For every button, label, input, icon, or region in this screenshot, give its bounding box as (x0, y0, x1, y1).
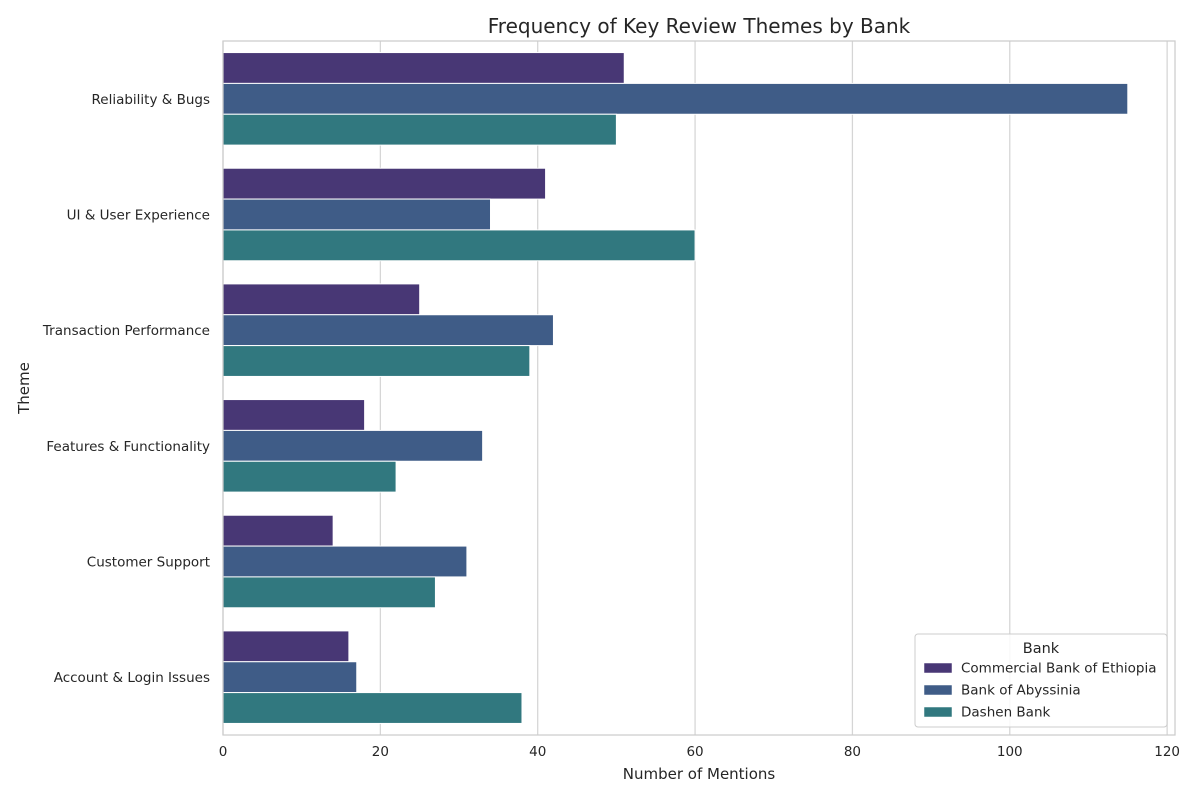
grid-lines (222, 41, 1168, 735)
x-tick-label: 80 (844, 744, 861, 760)
bar (222, 692, 523, 724)
x-tick-label: 100 (997, 744, 1023, 760)
bar (222, 661, 358, 694)
legend-title: Bank (1023, 641, 1060, 657)
bar (222, 399, 366, 431)
bar (222, 345, 531, 377)
x-tick-label: 60 (686, 744, 703, 760)
bar (222, 314, 554, 347)
chart-title: Frequency of Key Review Themes by Bank (488, 14, 911, 38)
bar (222, 229, 696, 262)
bar (222, 82, 1129, 115)
x-tick-label: 120 (1154, 744, 1180, 760)
bar (222, 630, 350, 663)
bars (222, 52, 1129, 724)
bar (222, 460, 397, 493)
bar (222, 576, 436, 609)
bar (222, 514, 334, 547)
legend-swatch (923, 662, 953, 674)
y-tick-labels: Reliability & Bugs UI & User Experience Tr… (42, 92, 210, 686)
legend-items: Commercial Bank of Ethiopia Bank of Abyss… (923, 661, 1157, 721)
y-tick-label: UI & User Experience (67, 208, 210, 224)
x-tick-label: 40 (529, 744, 546, 760)
x-tick-label: 0 (219, 744, 228, 760)
plot-frame (222, 40, 1176, 736)
y-axis-label: Theme (15, 362, 33, 415)
y-tick-label: Transaction Performance (42, 323, 210, 339)
legend-label: Dashen Bank (961, 705, 1051, 721)
bar (222, 429, 484, 462)
y-tick-label: Account & Login Issues (54, 670, 210, 686)
y-tick-label: Features & Functionality (46, 439, 210, 455)
x-tick-label: 20 (372, 744, 389, 760)
y-tick-label: Reliability & Bugs (92, 92, 211, 108)
legend-box (914, 633, 1168, 728)
legend-swatch (923, 684, 953, 696)
x-axis-label: Number of Mentions (623, 765, 776, 783)
legend: Bank Commercial Bank of Ethiopia Bank of … (914, 633, 1168, 728)
bar (222, 545, 468, 578)
y-tick-label: Customer Support (87, 555, 210, 571)
bar (222, 52, 625, 84)
legend-label: Commercial Bank of Ethiopia (961, 661, 1157, 677)
legend-swatch (923, 706, 953, 718)
legend-label: Bank of Abyssinia (961, 683, 1081, 699)
bar (222, 283, 421, 316)
x-tick-labels: 0 20 40 60 80 100 120 (219, 744, 1180, 760)
bar (222, 167, 547, 200)
bar (222, 198, 492, 231)
bar (222, 113, 617, 146)
